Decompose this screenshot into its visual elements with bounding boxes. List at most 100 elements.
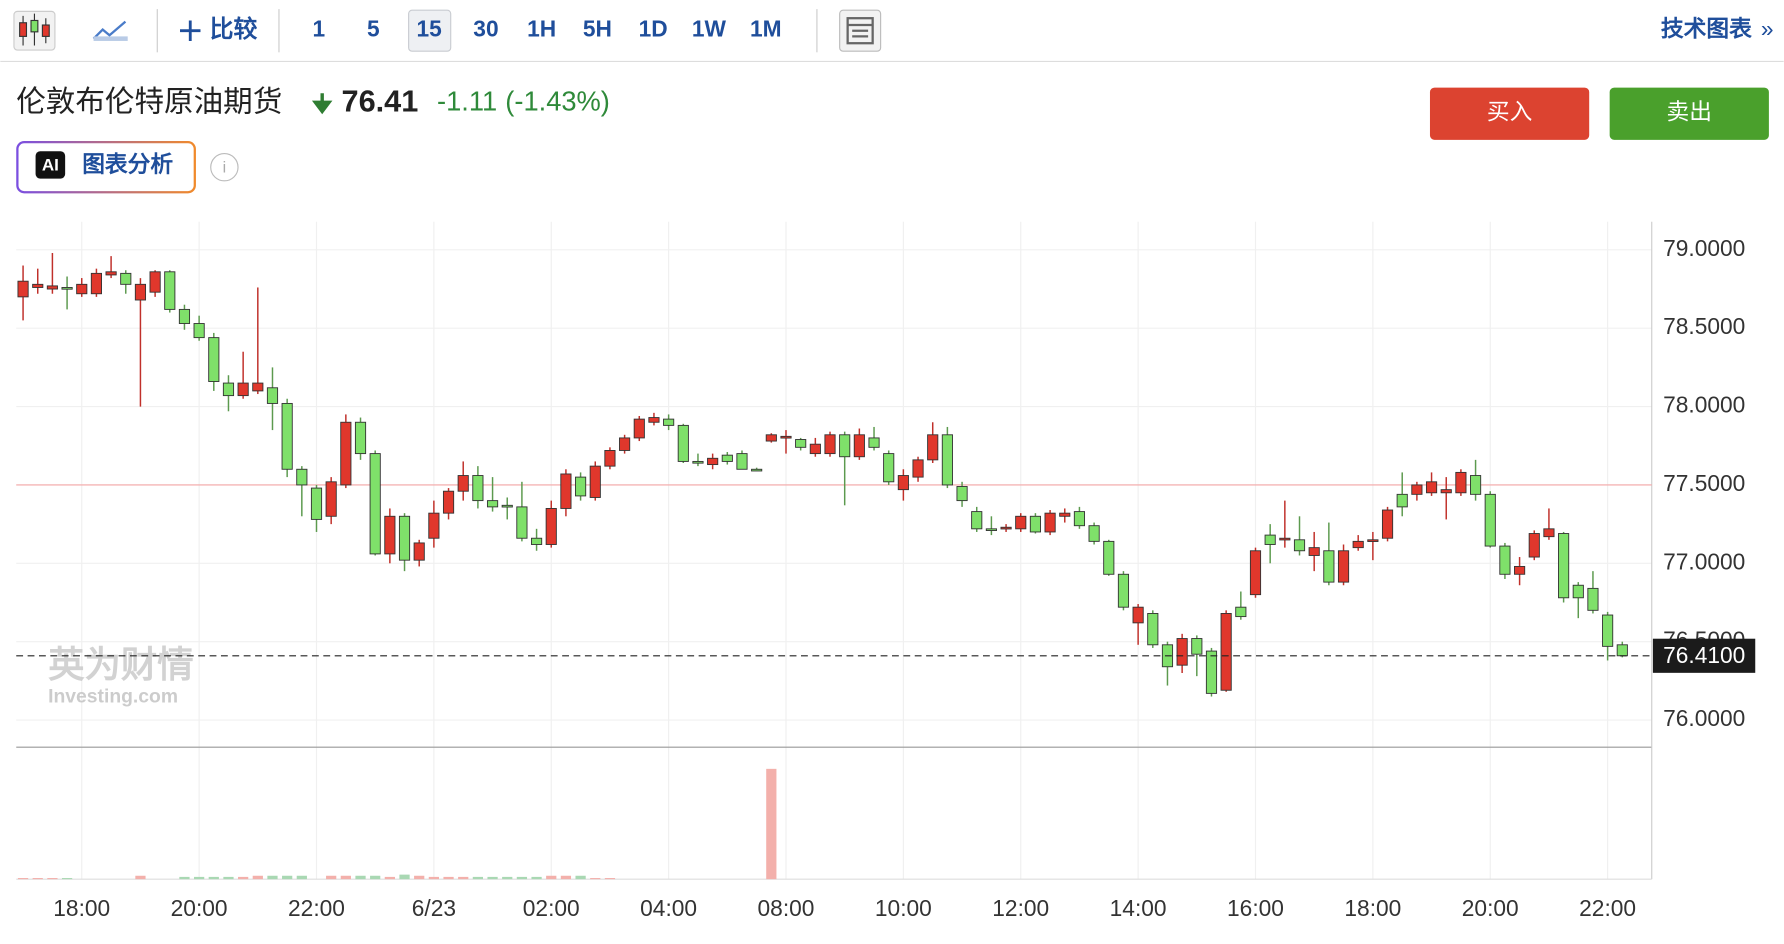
candle-body: [1000, 526, 1012, 530]
candle-body: [560, 473, 572, 509]
candle-body: [1293, 539, 1306, 552]
interval-button[interactable]: 1H: [527, 16, 556, 42]
candle-body: [222, 382, 235, 397]
sell-button[interactable]: [1609, 87, 1769, 140]
interval-button[interactable]: 1M: [750, 16, 782, 42]
candle-body: [1337, 550, 1350, 583]
interval-button[interactable]: 5: [367, 16, 380, 42]
candle-body: [1396, 493, 1408, 508]
candle-body: [941, 434, 953, 486]
candle-body: [1088, 525, 1100, 542]
header: 伦敦布伦特原油期货 76.41 -1.11 (-1.43%) 买入 卖出 AI …: [16, 84, 1769, 194]
candle-body: [1205, 650, 1218, 694]
watermark-en: Investing.com: [48, 686, 178, 707]
volume-bar: [531, 876, 542, 880]
candle-body: [619, 437, 631, 451]
info-i: i: [223, 160, 227, 177]
x-tick-label: 22:00: [1579, 895, 1636, 921]
interval-button[interactable]: 15: [416, 16, 442, 42]
price-change: -1.11: [437, 86, 497, 117]
volume-bar: [296, 875, 307, 880]
candle-body: [325, 481, 337, 517]
candle-body: [442, 490, 455, 514]
tech-chart-link[interactable]: 技术图表: [1661, 16, 1752, 42]
ai-label[interactable]: 图表分析: [82, 151, 173, 177]
candle-body: [310, 487, 323, 520]
candle-body: [46, 285, 58, 290]
candle-body: [633, 418, 645, 439]
line-icon[interactable]: [92, 20, 127, 40]
candle-body: [252, 382, 264, 392]
grid: [16, 221, 1652, 880]
candle-body: [956, 486, 968, 502]
candle-body: [648, 417, 660, 423]
sell-label[interactable]: 卖出: [1667, 99, 1712, 125]
volume-bar: [370, 875, 381, 880]
interval-button[interactable]: 1D: [639, 16, 668, 42]
plus-icon: [180, 20, 201, 41]
candle-body: [1132, 606, 1144, 624]
volume-bar: [179, 876, 190, 880]
candle-body: [1279, 537, 1291, 541]
buy-button[interactable]: [1429, 87, 1590, 140]
candle-body: [1470, 475, 1482, 495]
candle-body: [1528, 533, 1540, 558]
candle-body: [61, 287, 73, 290]
x-tick-label: 18:00: [1344, 895, 1401, 921]
candle-body: [809, 443, 821, 455]
info-icon[interactable]: [210, 152, 239, 182]
price: 76.41: [342, 84, 419, 119]
instrument-title: 伦敦布伦特原油期货: [16, 85, 282, 118]
candle-body: [149, 271, 161, 293]
chevron: »: [1761, 16, 1774, 42]
volume-bar: [458, 876, 469, 880]
candle-body: [1425, 481, 1438, 494]
x-tick-label: 14:00: [1110, 895, 1167, 921]
buy-label[interactable]: 买入: [1487, 99, 1532, 125]
candle-body: [134, 283, 147, 301]
candle-body: [853, 434, 865, 458]
volume-bar: [238, 876, 249, 880]
volume-bar: [502, 876, 513, 880]
candle-body: [90, 272, 102, 295]
candle-body: [677, 424, 689, 462]
volume-bar: [208, 876, 219, 880]
volume-bar: [135, 875, 146, 880]
down-arrow: [311, 93, 333, 115]
candle-body: [120, 272, 132, 285]
candle-body: [707, 457, 719, 466]
candle-body: [736, 453, 748, 470]
line-icon-fill: [93, 36, 128, 41]
volume-bar: [32, 878, 43, 880]
x-tick-label: 20:00: [1462, 895, 1519, 921]
candle-body: [1103, 540, 1115, 575]
chart: 英为财情 Investing.com 76.000076.500077.0000…: [16, 221, 1756, 921]
candle-body: [912, 459, 924, 478]
candle-body: [398, 515, 411, 561]
candle-body: [1367, 539, 1379, 542]
volume-bar: [575, 875, 586, 880]
candle-body: [1602, 614, 1614, 647]
layout-icon[interactable]: [839, 9, 882, 52]
candle-body: [340, 421, 352, 486]
interval-button[interactable]: 1: [312, 16, 325, 42]
candle-body: [17, 280, 29, 298]
candle-body: [868, 437, 880, 448]
candle-body: [531, 537, 543, 545]
x-tick-label: 20:00: [171, 895, 228, 921]
y-tick-label: 78.0000: [1663, 392, 1745, 418]
candle-body: [545, 507, 557, 545]
interval-button[interactable]: 30: [473, 16, 498, 42]
candle-body: [1484, 493, 1496, 547]
volume-bar: [282, 875, 293, 880]
interval-button[interactable]: 1W: [692, 16, 727, 42]
candle-body: [971, 511, 983, 530]
candle-body: [237, 382, 249, 397]
candle-body: [1044, 512, 1056, 533]
compare-button[interactable]: 比较: [210, 15, 258, 43]
x-tick-label: 08:00: [758, 895, 815, 921]
interval-button[interactable]: 5H: [583, 16, 612, 42]
volume-bar: [443, 876, 454, 880]
candle-body: [369, 453, 381, 555]
candle-icon[interactable]: [13, 10, 56, 51]
